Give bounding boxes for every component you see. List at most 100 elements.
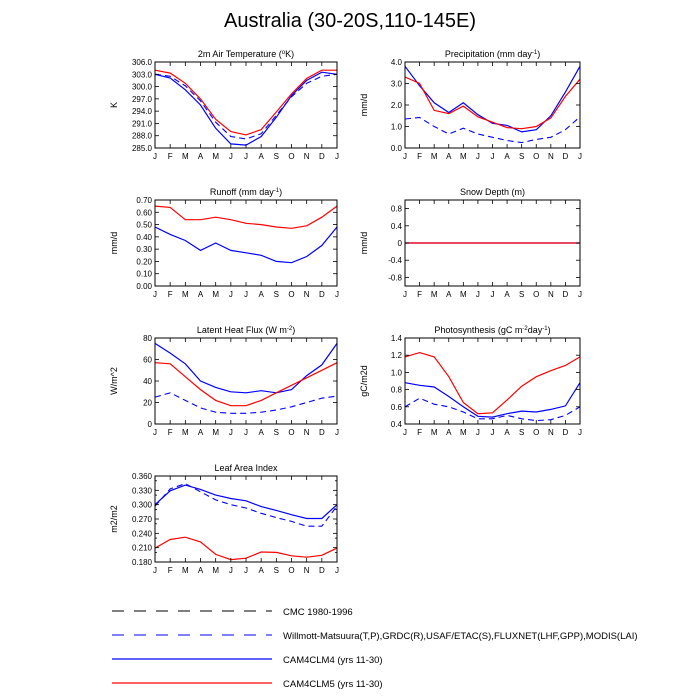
y-tick-label: 0.8 [391, 205, 403, 214]
panel-1: 2m Air Temperature (oK) K 285.0 288.0 291.0 2… [109, 49, 339, 161]
x-tick-label: M [431, 290, 438, 299]
x-tick-label: M [431, 428, 438, 437]
x-tick-label: J [229, 428, 233, 437]
y-tick-label: 294.0 [132, 107, 153, 116]
x-tick-label: J [153, 428, 157, 437]
y-tick-label: -0.4 [388, 256, 402, 265]
x-tick-label: S [274, 290, 279, 299]
x-tick-label: A [198, 566, 204, 575]
y-tick-label: 0.70 [136, 196, 152, 205]
y-tick-label: 0.40 [136, 233, 152, 242]
x-tick-label: F [417, 290, 422, 299]
x-tick-label: O [533, 152, 539, 161]
x-tick-label: J [578, 152, 582, 161]
y-tick-label: 0.210 [132, 544, 153, 553]
x-tick-label: M [212, 566, 219, 575]
x-tick-label: J [403, 428, 407, 437]
y-axis-label: mm/d [109, 232, 119, 255]
title-superscript: -1 [542, 326, 548, 332]
x-tick-label: M [182, 566, 189, 575]
x-tick-label: A [446, 428, 452, 437]
panel-title: Snow Depth (m) [460, 187, 525, 197]
x-tick-label: J [491, 152, 495, 161]
y-tick-label: 1.0 [391, 123, 403, 132]
x-tick-label: N [304, 566, 310, 575]
x-tick-label: D [563, 152, 569, 161]
series-line-model4 [404, 65, 581, 133]
x-tick-label: A [446, 290, 452, 299]
title-text: Precipitation (mm day [445, 49, 533, 59]
x-tick-label: A [258, 428, 264, 437]
y-axis-label: mm/d [359, 94, 369, 117]
title-text: ) [548, 325, 551, 335]
legend-label: CAM4CLM5 (yrs 11-30) [283, 679, 383, 690]
x-tick-label: F [168, 566, 173, 575]
x-tick-label: F [168, 152, 173, 161]
y-tick-label: 0.50 [136, 221, 152, 230]
series-line-model5 [154, 205, 338, 229]
y-axis-label: K [109, 102, 119, 108]
x-tick-label: A [504, 290, 510, 299]
x-tick-label: M [182, 290, 189, 299]
x-tick-label: A [198, 152, 204, 161]
plot-frame [154, 337, 338, 425]
panel-title: Photosynthesis (gC m-2day-1) [434, 325, 550, 335]
x-tick-label: J [335, 428, 339, 437]
x-tick-label: J [244, 152, 248, 161]
legend-label: CAM4CLM4 (yrs 11-30) [283, 655, 383, 666]
y-tick-label: 297.0 [132, 95, 153, 104]
x-tick-label: N [548, 428, 554, 437]
series-line-model4 [404, 382, 581, 418]
x-tick-label: O [533, 428, 539, 437]
panel-title: Leaf Area Index [214, 463, 278, 473]
x-tick-label: D [563, 290, 569, 299]
x-tick-label: F [168, 428, 173, 437]
title-text: ) [279, 187, 282, 197]
plot-frame [154, 199, 338, 287]
x-tick-label: N [304, 428, 310, 437]
y-axis-label: gC/m2d [359, 365, 369, 397]
x-tick-label: S [274, 428, 279, 437]
title-text: Snow Depth (m) [460, 187, 525, 197]
panel-3: Runoff (mm day-1) mm/d 0.00 0.10 0.20 0.30 0.4… [109, 187, 339, 299]
x-tick-label: J [229, 290, 233, 299]
y-tick-label: 2.0 [391, 101, 403, 110]
x-tick-label: N [304, 152, 310, 161]
series-line-model4 [154, 342, 338, 394]
y-tick-label: 80 [143, 334, 152, 343]
x-tick-label: O [288, 290, 294, 299]
x-tick-label: J [578, 428, 582, 437]
x-tick-label: J [403, 290, 407, 299]
x-tick-label: O [288, 152, 294, 161]
panel-title: Precipitation (mm day-1) [445, 49, 540, 59]
title-text: Runoff (mm day [210, 187, 274, 197]
x-tick-label: J [476, 290, 480, 299]
x-tick-label: O [288, 428, 294, 437]
x-tick-label: S [274, 152, 279, 161]
x-tick-label: J [491, 428, 495, 437]
series-line-model4 [154, 226, 338, 264]
panel-5: Latent Heat Flux (W m-2) W/m^2 0 20 40 60 80 J F… [109, 325, 339, 437]
x-tick-label: J [153, 152, 157, 161]
x-tick-label: J [403, 152, 407, 161]
x-tick-label: M [460, 152, 467, 161]
y-tick-label: 0.30 [136, 245, 152, 254]
title-superscript: -2 [522, 326, 528, 332]
x-tick-label: J [153, 290, 157, 299]
series-line-model5 [154, 362, 338, 407]
y-tick-label: 285.0 [132, 144, 153, 153]
x-tick-label: A [198, 290, 204, 299]
x-tick-label: M [182, 152, 189, 161]
x-tick-label: S [274, 566, 279, 575]
y-tick-label: 1.0 [391, 368, 403, 377]
x-tick-label: S [519, 290, 524, 299]
series-line-model4 [154, 71, 338, 146]
title-text: ) [292, 325, 295, 335]
y-tick-label: -0.8 [388, 273, 402, 282]
panel-title: Latent Heat Flux (W m-2) [197, 325, 295, 335]
x-tick-label: S [519, 428, 524, 437]
x-tick-label: A [198, 428, 204, 437]
x-tick-label: D [319, 566, 325, 575]
x-tick-label: J [229, 566, 233, 575]
series-line-obs_wm [404, 397, 581, 422]
